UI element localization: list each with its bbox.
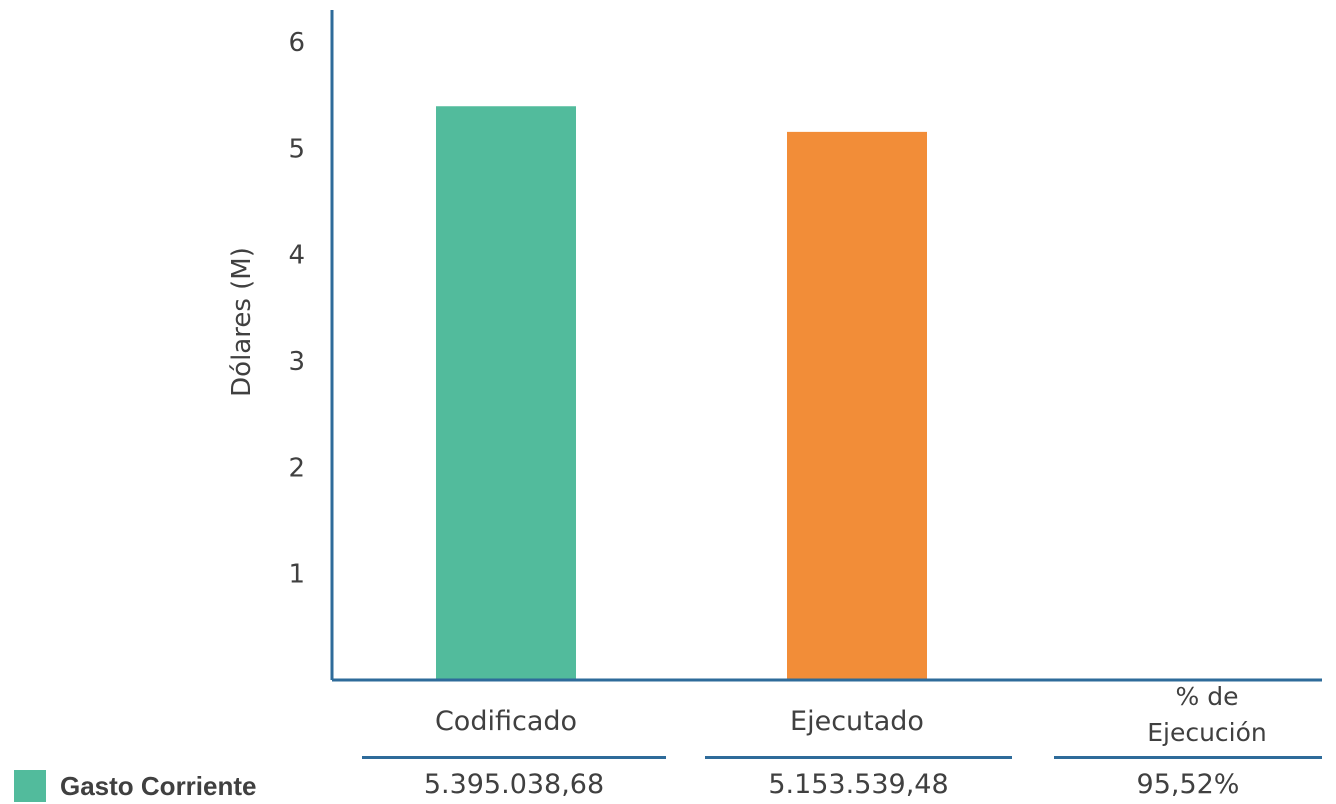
y-tick-label: 3: [288, 347, 305, 377]
table-rule-ejecutado: [705, 756, 1012, 759]
bar-ejecutado: [787, 131, 927, 680]
x-category-label: Codificado: [435, 706, 577, 737]
legend-entry: Gasto Corriente: [14, 768, 257, 804]
x-category-label: % de Ejecución: [1147, 682, 1267, 747]
y-tick-label: 6: [288, 28, 305, 58]
bar-codificado: [436, 106, 576, 680]
table-rule-ejecucion: [1054, 756, 1322, 759]
y-axis-title: Dólares (M): [227, 247, 257, 397]
y-tick-label: 2: [288, 453, 305, 483]
table-value-codificado: 5.395.038,68: [423, 769, 605, 800]
x-axis-labels: Codificado Ejecutado % de Ejecución: [435, 682, 1267, 747]
y-tick-label: 4: [288, 241, 305, 271]
y-tick-label: 1: [288, 560, 305, 590]
y-axis-ticks: 1 2 3 4 5 6: [288, 28, 305, 590]
table-value-ejecucion: 95,52%: [1136, 769, 1240, 800]
y-tick-label: 5: [288, 134, 305, 164]
x-category-label: Ejecutado: [790, 706, 924, 737]
legend-label: Gasto Corriente: [60, 770, 257, 801]
table-value-ejecutado: 5.153.539,48: [768, 769, 949, 800]
bars: [436, 106, 927, 680]
table-rule-codificado: [362, 756, 666, 759]
legend-swatch: [14, 770, 46, 802]
